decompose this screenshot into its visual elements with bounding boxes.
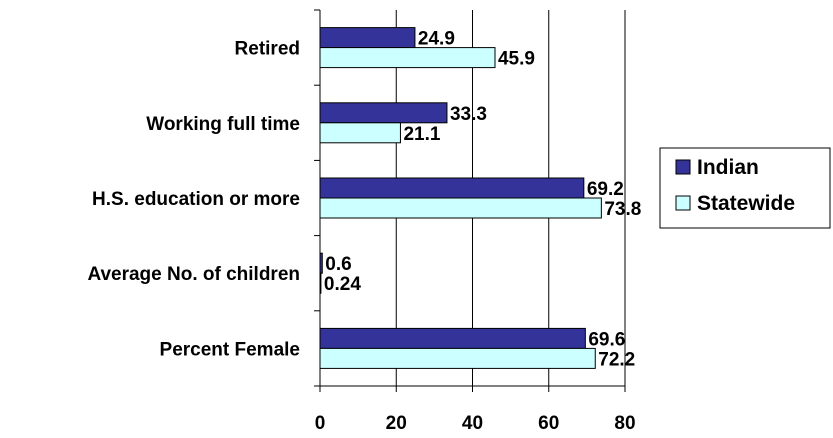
x-tick-label: 80 [614, 413, 635, 434]
bar-indian [319, 102, 448, 124]
bar-statewide [319, 347, 596, 369]
category-label: Percent Female [160, 339, 300, 360]
data-label: 69.6 [588, 329, 625, 350]
data-label: 33.3 [450, 104, 487, 125]
data-labels: 24.9 45.9 33.3 21.1 69.273.8 0.60.24 69.672.2 [324, 29, 641, 371]
category-label: Average No. of children [87, 264, 300, 285]
x-tick-label: 0 [315, 413, 326, 434]
category-labels: Retired Working full time H.S. education o… [87, 39, 300, 361]
data-label: 73.8 [604, 199, 641, 220]
data-label: 0.6 [325, 254, 351, 275]
x-tick-label: 20 [386, 413, 407, 434]
x-tick-labels: 0 20 40 60 80 [315, 413, 636, 434]
data-label: 0.24 [324, 274, 361, 295]
axes [314, 9, 626, 392]
category-label: Retired [235, 39, 300, 60]
bar-indian [319, 177, 585, 199]
bars [319, 27, 602, 369]
data-label: 24.9 [418, 29, 455, 50]
bar-statewide [319, 122, 401, 144]
bar-indian [319, 27, 416, 49]
data-label: 69.2 [587, 179, 624, 200]
category-label: Working full time [146, 114, 300, 135]
legend: Indian Statewide [659, 147, 831, 229]
category-label: H.S. education or more [92, 189, 300, 210]
legend-label: Statewide [697, 192, 795, 215]
data-label: 21.1 [403, 124, 440, 145]
data-label: 72.2 [598, 349, 635, 370]
legend-swatch-indian [675, 159, 691, 175]
bar-statewide [319, 197, 602, 219]
data-label: 45.9 [498, 49, 535, 70]
bar-indian [319, 327, 586, 349]
legend-swatch-statewide [675, 195, 691, 211]
x-tick-label: 60 [538, 413, 559, 434]
x-tick-label: 40 [462, 413, 483, 434]
legend-label: Indian [697, 156, 759, 179]
bar-statewide [319, 47, 496, 69]
